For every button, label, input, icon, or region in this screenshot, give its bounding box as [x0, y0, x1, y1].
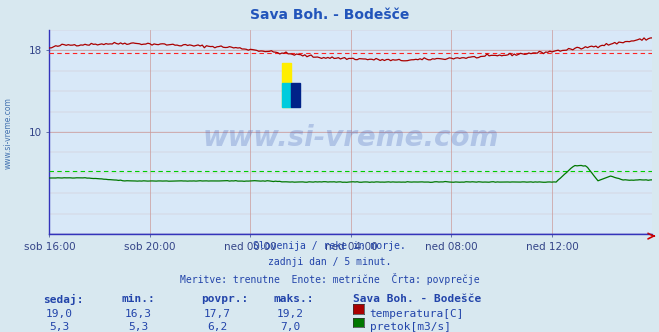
Text: zadnji dan / 5 minut.: zadnji dan / 5 minut. — [268, 257, 391, 267]
Text: sedaj:: sedaj: — [43, 294, 83, 305]
Text: Slovenija / reke in morje.: Slovenija / reke in morje. — [253, 241, 406, 251]
Text: min.:: min.: — [122, 294, 156, 304]
Text: 5,3: 5,3 — [49, 322, 69, 332]
Text: 16,3: 16,3 — [125, 309, 152, 319]
Text: 6,2: 6,2 — [208, 322, 227, 332]
Text: temperatura[C]: temperatura[C] — [370, 309, 464, 319]
Text: Sava Boh. - Bodešče: Sava Boh. - Bodešče — [250, 8, 409, 22]
Bar — [281, 62, 291, 108]
Text: 19,2: 19,2 — [277, 309, 303, 319]
Text: Meritve: trenutne  Enote: metrične  Črta: povprečje: Meritve: trenutne Enote: metrične Črta: … — [180, 273, 479, 285]
Text: maks.:: maks.: — [273, 294, 314, 304]
Text: www.si-vreme.com: www.si-vreme.com — [3, 97, 13, 169]
Bar — [281, 83, 291, 108]
Text: Sava Boh. - Bodešče: Sava Boh. - Bodešče — [353, 294, 481, 304]
Text: pretok[m3/s]: pretok[m3/s] — [370, 322, 451, 332]
Text: 19,0: 19,0 — [46, 309, 72, 319]
Text: www.si-vreme.com: www.si-vreme.com — [203, 124, 499, 152]
Bar — [291, 83, 300, 108]
Text: 7,0: 7,0 — [280, 322, 300, 332]
Text: 17,7: 17,7 — [204, 309, 231, 319]
Text: 5,3: 5,3 — [129, 322, 148, 332]
Text: povpr.:: povpr.: — [201, 294, 248, 304]
